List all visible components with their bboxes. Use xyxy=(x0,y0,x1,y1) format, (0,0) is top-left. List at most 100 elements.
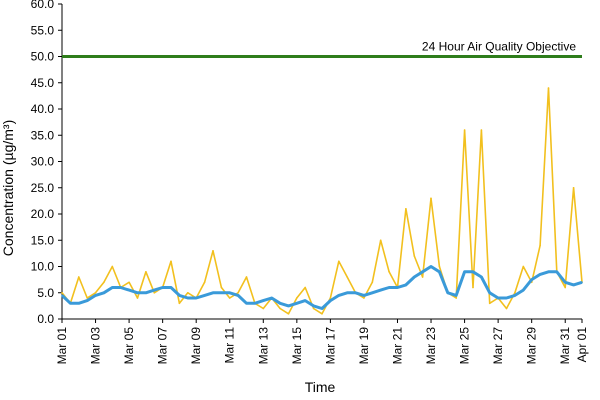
rolling-point xyxy=(488,292,491,294)
hourly-point xyxy=(312,307,315,310)
x-tick-label: Mar 15 xyxy=(290,327,304,365)
rolling-point xyxy=(228,292,231,294)
rolling-point xyxy=(170,286,172,289)
rolling-point xyxy=(212,292,214,294)
y-tick-label: 50.0 xyxy=(31,50,55,64)
rolling-point xyxy=(388,286,390,289)
hourly-point xyxy=(405,208,407,210)
x-tick-label: Mar 27 xyxy=(491,327,505,365)
rolling-point xyxy=(304,299,307,302)
rolling-point xyxy=(556,271,558,273)
rolling-point xyxy=(270,297,273,299)
rolling-point xyxy=(78,302,80,305)
rolling-point xyxy=(203,294,206,297)
rolling-point xyxy=(447,292,449,294)
rolling-point xyxy=(438,271,441,273)
rolling-point xyxy=(505,297,508,299)
rolling-point xyxy=(379,289,382,291)
hourly-point xyxy=(136,297,139,299)
hourly-point xyxy=(203,281,206,284)
hourly-point xyxy=(564,286,566,289)
hourly-point xyxy=(245,276,248,278)
rolling-point xyxy=(480,276,483,278)
x-tick-label: Mar 21 xyxy=(390,327,404,365)
rolling-point xyxy=(145,292,147,294)
rolling-point xyxy=(472,271,474,273)
y-tick-label: 55.0 xyxy=(31,23,55,37)
rolling-point xyxy=(497,297,499,299)
hourly-point xyxy=(296,297,298,299)
x-axis-title: Time xyxy=(305,379,336,395)
x-tick-label: Apr 01 xyxy=(575,327,589,363)
rolling-point xyxy=(279,302,281,305)
y-tick-label: 45.0 xyxy=(31,76,55,90)
hourly-point xyxy=(346,276,349,278)
x-tick-label: Mar 07 xyxy=(156,327,170,365)
rolling-point xyxy=(245,302,248,305)
hourly-point xyxy=(279,307,281,310)
rolling-point xyxy=(321,307,323,310)
y-tick-label: 35.0 xyxy=(31,128,55,142)
x-tick-label: Mar 25 xyxy=(458,327,472,365)
hourly-point xyxy=(170,260,172,263)
x-tick-label: Mar 13 xyxy=(256,327,270,365)
rolling-point xyxy=(178,294,181,297)
hourly-point xyxy=(472,286,474,289)
hourly-point xyxy=(371,281,374,284)
hourly-point xyxy=(187,292,189,294)
hourly-point xyxy=(287,313,290,315)
hourly-point xyxy=(514,292,516,294)
rolling-point xyxy=(69,302,72,305)
rolling-point xyxy=(430,265,432,268)
hourly-point xyxy=(522,265,525,268)
hourly-point xyxy=(455,297,458,299)
hourly-point xyxy=(379,239,382,242)
rolling-point xyxy=(564,281,566,284)
rolling-point xyxy=(161,286,164,289)
rolling-point xyxy=(128,289,130,291)
rolling-point xyxy=(522,289,525,291)
rolling-point xyxy=(195,297,197,299)
hourly-point xyxy=(572,187,575,189)
hourly-point xyxy=(304,286,307,289)
y-tick-label: 60.0 xyxy=(31,0,55,11)
x-tick-label: Mar 29 xyxy=(525,327,539,365)
hourly-point xyxy=(438,265,441,268)
hourly-point xyxy=(388,271,390,273)
hourly-point xyxy=(228,297,231,299)
hourly-point xyxy=(262,307,265,310)
hourly-point xyxy=(488,302,491,305)
objective-group: 24 Hour Air Quality Objective xyxy=(62,40,582,58)
rolling-point xyxy=(220,292,223,294)
hourly-point xyxy=(78,276,80,278)
rolling-point xyxy=(61,294,63,297)
y-tick-label: 5.0 xyxy=(37,286,54,300)
rolling-point xyxy=(329,299,332,302)
hourly-point xyxy=(237,292,239,294)
rolling-point xyxy=(371,292,374,294)
y-tick-label: 15.0 xyxy=(31,233,55,247)
rolling-point xyxy=(187,297,189,299)
rolling-point xyxy=(346,292,349,294)
y-tick-label: 40.0 xyxy=(31,102,55,116)
hourly-point xyxy=(128,281,130,284)
hourly-point xyxy=(111,265,114,268)
hourly-point xyxy=(212,250,214,252)
hourly-point xyxy=(363,297,365,299)
rolling-point xyxy=(119,286,122,289)
rolling-point xyxy=(547,271,550,273)
x-tick-label: Mar 31 xyxy=(558,327,572,365)
rolling-point xyxy=(153,289,156,291)
x-tick-label: Mar 23 xyxy=(424,327,438,365)
rolling-point xyxy=(237,294,239,297)
rolling-point xyxy=(530,278,533,281)
x-axis: Mar 01 Mar 03 Mar 05 Mar 07 Mar 09 Mar 11 Mar … xyxy=(55,318,589,365)
rolling-point xyxy=(103,292,105,294)
y-tick-label: 20.0 xyxy=(31,207,55,221)
hourly-point xyxy=(413,255,416,257)
x-tick-label: Mar 05 xyxy=(122,327,136,365)
y-tick-label: 25.0 xyxy=(31,181,55,195)
x-tick-label: Mar 01 xyxy=(55,327,69,365)
hourly-point xyxy=(480,129,483,131)
